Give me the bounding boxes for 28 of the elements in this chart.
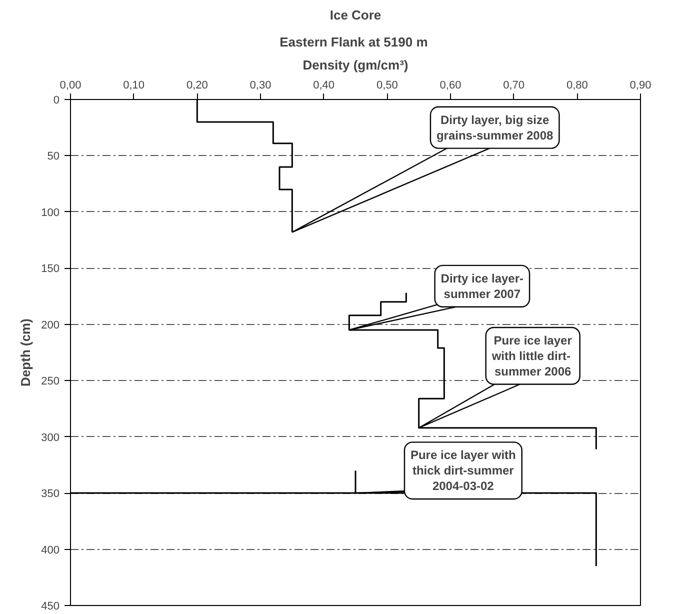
chart-title: Ice Core [330,8,382,22]
y-tick-label: 100 [41,206,60,219]
x-tick-label: 0,70 [503,80,525,92]
x-tick-label: 0,80 [566,80,588,92]
y-tick-label: 350 [41,488,60,500]
y-tick-label: 450 [41,600,60,612]
annotation: Pure ice layer with thick dirt-summer 2004-03-02 [410,448,516,493]
y-axis-title: Depth (cm) [18,318,34,386]
y-tick-label: 400 [41,544,60,556]
x-tick-label: 0,00 [60,80,82,92]
y-tick-label: 150 [41,263,60,276]
y-tick-label: 300 [41,432,60,444]
x-tick-label: 0,30 [250,80,272,92]
x-tick-label: 0,40 [313,80,335,92]
annotation: Pure ice layer with little dirt- summer 2006 [490,333,572,378]
y-tick-label: 200 [41,319,60,332]
x-tick-label: 0,60 [440,80,462,92]
chart-subtitle: Eastern Flank at 5190 m [280,34,428,50]
x-tick-label: 0,90 [630,80,652,92]
x-tick-label: 0,20 [186,80,208,92]
annotation: Dirty ice layer- summer 2007 [440,271,524,301]
y-tick-label: 250 [41,376,60,388]
x-tick-label: 0,50 [376,80,398,92]
annotation: Dirty layer, big size grains-summer 2008 [436,112,554,142]
y-tick-label: 0 [53,94,60,106]
y-tick-label: 50 [47,150,60,163]
x-axis-title: Density (gm/cm³) [302,58,408,72]
x-tick-label: 0,10 [123,80,145,92]
